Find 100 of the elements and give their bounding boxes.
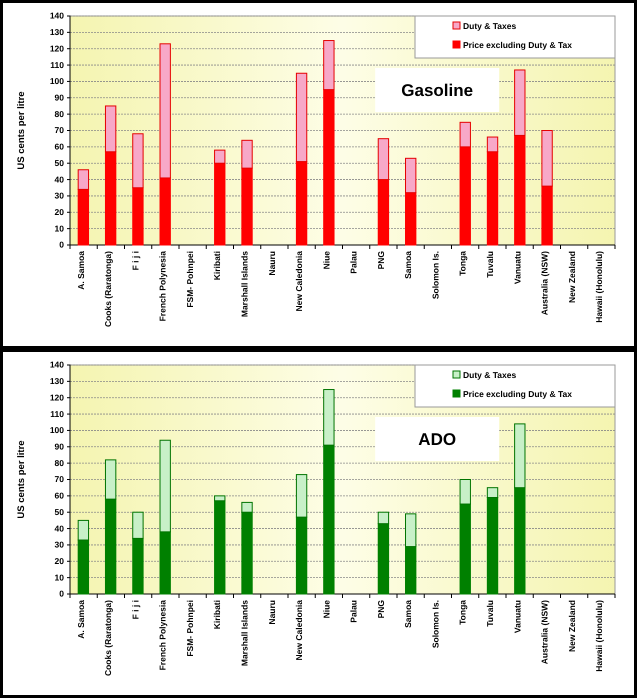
x-tick-label: French Polynesia [158, 600, 168, 670]
y-tick-label: 50 [54, 158, 64, 168]
y-tick-label: 30 [54, 190, 64, 201]
annotation: ADO [418, 430, 456, 449]
bar [486, 151, 498, 246]
bar [160, 43, 171, 178]
x-tick-label: Samoa [403, 600, 414, 628]
bar [460, 146, 471, 246]
x-tick-label: Tonga [458, 250, 468, 276]
x-tick-label: New Caledonia [294, 600, 304, 660]
x-tick-label: Palau [348, 251, 359, 274]
legend-label: Duty & Taxes [463, 370, 516, 380]
x-tick-label: A. Samoa [76, 600, 86, 639]
annotation: Gasoline [401, 81, 474, 100]
x-tick-label: Australia (NSW) [540, 250, 550, 316]
x-tick-label: A. Samoa [76, 250, 86, 290]
x-tick-label: Vanuatu [512, 251, 522, 284]
bar [160, 177, 171, 246]
y-axis-title: US cents per litre [16, 440, 27, 519]
bar [214, 150, 226, 164]
y-tick-label: 140 [50, 10, 64, 21]
x-tick-label: F i j i [130, 600, 140, 620]
y-tick-label: 110 [50, 408, 64, 419]
x-tick-label: Nauru [266, 251, 277, 276]
bar [460, 479, 471, 505]
x-tick-label: French Polynesia [158, 250, 168, 322]
bar [104, 151, 116, 246]
x-tick-label: Tuvalu [484, 251, 495, 278]
bar [460, 122, 471, 148]
x-tick-label: New Zealand [566, 251, 577, 303]
x-tick-label: Hawaii (Honolulu) [594, 250, 604, 323]
x-tick-label: Niue [321, 250, 332, 270]
y-tick-label: 40 [54, 174, 64, 184]
y-tick-label: 110 [50, 60, 64, 70]
bar [486, 487, 498, 498]
x-tick-label: Kiribati [212, 600, 222, 630]
bar [78, 169, 90, 190]
y-tick-label: 80 [54, 108, 64, 119]
bar [160, 531, 171, 594]
bar [296, 161, 308, 246]
y-tick-label: 20 [54, 207, 64, 218]
bar [323, 444, 335, 594]
bar [241, 502, 253, 513]
x-tick-label: Tonga [458, 600, 468, 625]
x-tick-label: Tuvalu [484, 600, 495, 627]
bar [405, 158, 416, 194]
bar [104, 459, 116, 500]
y-tick-label: 100 [50, 76, 64, 86]
bar [132, 133, 144, 188]
x-tick-label: New Caledonia [294, 250, 304, 312]
x-tick-label: Cooks (Raratonga) [103, 250, 114, 328]
x-tick-label: Marshall Islands [239, 600, 250, 666]
x-tick-label: F i j i [130, 251, 140, 270]
bar [486, 136, 498, 152]
bar [296, 72, 308, 162]
bar [378, 512, 390, 524]
y-tick-label: 40 [54, 523, 64, 534]
x-tick-label: New Zealand [566, 600, 577, 652]
bar [323, 389, 335, 446]
x-tick-label: Solomon Is. [430, 251, 440, 300]
x-tick-label: PNG [376, 250, 386, 270]
bar [214, 495, 226, 502]
bar [514, 487, 526, 594]
y-tick-label: 80 [54, 458, 64, 468]
x-tick-label: PNG [376, 600, 386, 618]
x-tick-label: Cooks (Raratonga) [103, 600, 114, 676]
x-tick-label: FSM- Pohnpei [184, 600, 195, 657]
legend-label: Price excluding Duty & Tax [463, 40, 572, 50]
bar [132, 538, 144, 594]
bar [514, 134, 526, 246]
x-tick-label: Marshall Islands [239, 250, 250, 318]
bar [541, 186, 553, 246]
bar [160, 440, 171, 532]
y-tick-label: 60 [54, 142, 64, 152]
bar [78, 188, 90, 246]
x-tick-label: Palau [348, 600, 359, 623]
y-axis-title: US cents per litre [16, 91, 27, 170]
x-tick-label: Niue [321, 600, 332, 618]
y-tick-label: 0 [59, 240, 64, 250]
bar [460, 504, 471, 594]
bar [132, 187, 144, 246]
x-tick-label: FSM- Pohnpei [184, 251, 195, 308]
y-tick-label: 10 [54, 572, 64, 582]
y-tick-label: 90 [54, 442, 64, 452]
legend-label: Duty & Taxes [463, 21, 516, 31]
y-tick-label: 30 [54, 540, 64, 550]
y-tick-label: 130 [50, 27, 64, 38]
y-tick-label: 100 [50, 425, 64, 436]
y-tick-label: 140 [50, 360, 64, 370]
legend-label: Price excluding Duty & Tax [463, 389, 572, 399]
bar [132, 512, 144, 539]
bar [323, 89, 335, 246]
y-tick-label: 10 [54, 223, 64, 234]
bar [78, 520, 90, 541]
x-tick-label: Australia (NSW) [540, 600, 550, 664]
bar [514, 423, 526, 488]
bar [486, 496, 498, 594]
bar [214, 500, 226, 594]
x-tick-label: Nauru [266, 600, 277, 625]
bar [378, 179, 390, 246]
